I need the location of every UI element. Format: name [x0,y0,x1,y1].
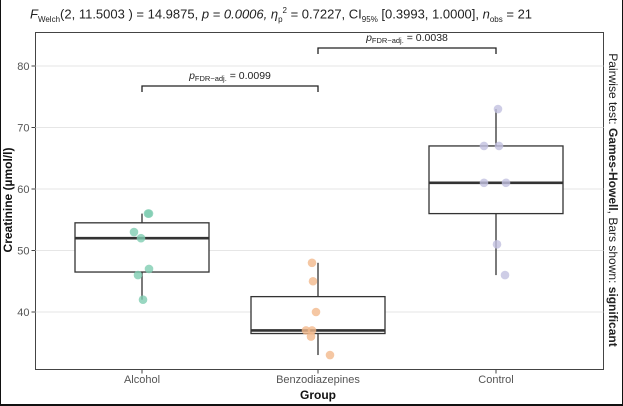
p-subscript: FDR−adj. [372,36,404,45]
ci-sub: 95% [361,14,378,24]
data-point [138,295,148,305]
y-tick-label: 50 [17,246,29,258]
x-axis-label: Group [300,388,336,402]
caption-part-3: , Bars shown: [606,210,620,287]
data-point [144,264,154,274]
y-tick-label: 70 [17,123,29,135]
data-point [479,178,489,188]
bracket-label: pFDR−adj. = 0.0099 [188,70,271,83]
f-sub: Welch [37,14,61,24]
iqr-box [428,145,564,215]
y-tick-label: 60 [17,184,29,196]
eta-text: = 0.7227, CI [286,6,362,22]
p-text: p = 0.0006, [201,6,271,22]
data-point [306,332,316,341]
data-point [501,178,511,188]
eta-sup: 2 [282,6,287,15]
y-tick-label: 40 [17,307,29,319]
p-value: = 0.0038 [404,32,448,44]
data-point [129,227,139,237]
chart-subtitle: FWelch(2, 11.5003 ) = 14.9875, p = 0.000… [30,6,532,24]
data-point [493,104,503,114]
bracket-label: pFDR−adj. = 0.0038 [365,32,448,45]
y-axis-label: Creatinine (µmol/l) [1,147,15,253]
eta-sub: p [278,14,283,24]
caption-bars: significant [606,286,620,347]
eta-label: η [270,6,279,22]
data-point [494,141,504,151]
p-symbol: p [365,32,372,44]
x-tick-label: Benzodiazepines [276,374,360,386]
iqr-box [74,222,210,273]
n-label: n [482,6,490,22]
data-point [307,258,317,268]
bracket-line [141,85,319,92]
data-point [144,209,154,218]
f-args: (2, 11.5003 ) = 14.9875, [60,6,202,22]
data-point [308,276,318,286]
significance-bracket: pFDR−adj. = 0.0038 [317,32,497,54]
x-tick-label: Control [478,374,513,386]
box-control [428,109,564,276]
data-point [479,141,489,151]
data-point [325,350,335,360]
ci-text: [0.3993, 1.0000], [377,6,483,22]
caption-test-name: Games-Howell [606,127,620,211]
n-text: = 21 [502,6,533,22]
data-point [136,233,146,243]
data-point [492,240,502,249]
y-tick-label: 80 [17,61,29,73]
bracket-line [317,47,497,54]
significance-bracket: pFDR−adj. = 0.0099 [141,70,319,92]
p-symbol: p [188,70,195,82]
data-point [301,326,311,335]
p-subscript: FDR−adj. [195,74,227,83]
caption-part-1: Pairwise test: [606,53,620,128]
data-point [133,270,143,280]
f-label: F [30,6,38,22]
data-point [500,270,510,280]
n-sub: obs [489,14,503,24]
data-point [311,307,321,317]
x-tick-label: Alcohol [124,374,160,386]
p-value: = 0.0099 [227,70,271,82]
pairwise-caption: Pairwise test: Games-Howell, Bars shown:… [606,53,620,346]
